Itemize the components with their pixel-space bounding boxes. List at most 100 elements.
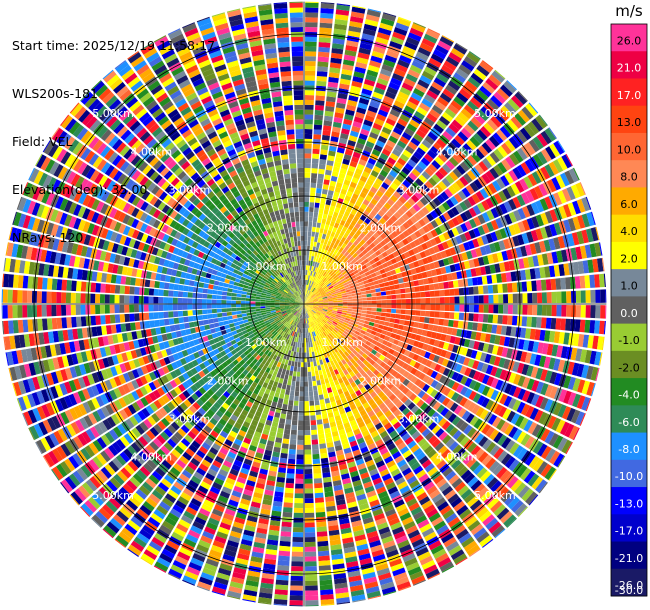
velocity-gate <box>493 447 504 460</box>
velocity-gate <box>286 384 291 391</box>
velocity-gate <box>535 115 548 129</box>
velocity-gate <box>415 347 422 355</box>
velocity-gate <box>449 335 456 344</box>
velocity-gate <box>318 168 325 175</box>
velocity-gate <box>394 235 402 243</box>
velocity-gate <box>304 245 307 251</box>
velocity-gate <box>341 290 347 294</box>
velocity-gate <box>304 435 311 441</box>
velocity-gate <box>410 367 418 376</box>
velocity-gate <box>314 370 319 376</box>
velocity-gate <box>305 294 307 300</box>
velocity-gate <box>335 202 342 209</box>
velocity-gate <box>550 317 557 330</box>
velocity-gate <box>366 69 379 78</box>
velocity-gate <box>395 95 407 105</box>
velocity-gate <box>481 454 493 466</box>
velocity-gate <box>601 257 605 272</box>
velocity-gate <box>397 59 410 69</box>
velocity-gate <box>575 182 585 197</box>
velocity-gate <box>521 106 534 120</box>
velocity-gate <box>373 266 380 273</box>
velocity-gate <box>313 212 319 218</box>
velocity-gate <box>376 365 384 372</box>
velocity-gate <box>317 273 321 279</box>
velocity-gate <box>301 347 304 353</box>
velocity-gate <box>314 482 323 489</box>
velocity-gate <box>414 370 422 378</box>
velocity-gate <box>385 312 391 318</box>
velocity-gate <box>307 285 310 291</box>
velocity-gate <box>436 404 446 414</box>
velocity-gate <box>567 392 577 406</box>
velocity-gate <box>476 276 483 286</box>
velocity-gate <box>310 286 314 292</box>
velocity-gate <box>529 187 539 201</box>
velocity-gate <box>464 220 473 231</box>
velocity-gate <box>304 294 306 300</box>
velocity-gate <box>328 225 334 232</box>
velocity-gate <box>378 27 392 36</box>
velocity-gate <box>361 313 367 317</box>
velocity-gate <box>401 213 410 222</box>
velocity-gate <box>409 241 417 249</box>
velocity-gate <box>445 198 455 209</box>
velocity-gate <box>409 64 423 75</box>
velocity-gate <box>284 487 294 494</box>
velocity-gate <box>457 279 464 288</box>
velocity-gate <box>512 235 520 247</box>
velocity-gate <box>385 210 393 218</box>
velocity-gate <box>364 320 370 325</box>
velocity-gate <box>319 288 324 293</box>
velocity-gate <box>548 330 556 343</box>
velocity-gate <box>435 348 443 356</box>
velocity-gate <box>504 423 514 436</box>
velocity-gate <box>381 251 388 258</box>
velocity-gate <box>285 369 290 376</box>
velocity-gate <box>370 127 381 135</box>
velocity-gate <box>417 259 425 266</box>
velocity-gate <box>425 395 434 405</box>
velocity-gate <box>360 316 366 321</box>
velocity-gate <box>576 395 586 410</box>
velocity-gate <box>403 282 410 288</box>
velocity-gate <box>526 316 533 327</box>
velocity-gate <box>374 213 382 221</box>
velocity-gate <box>321 320 326 325</box>
velocity-gate <box>304 75 316 81</box>
velocity-gate <box>516 130 528 144</box>
velocity-gate <box>432 401 442 411</box>
velocity-gate <box>453 193 463 203</box>
velocity-gate <box>444 296 450 304</box>
velocity-gate <box>408 249 415 257</box>
velocity-gate <box>307 297 312 302</box>
velocity-gate <box>455 394 464 404</box>
velocity-gate <box>374 250 382 257</box>
velocity-gate <box>365 194 373 202</box>
velocity-gate <box>414 191 423 200</box>
velocity-gate <box>521 488 534 502</box>
velocity-gate <box>404 105 416 115</box>
velocity-gate <box>337 197 344 205</box>
velocity-gate <box>566 407 576 422</box>
velocity-gate <box>371 50 385 59</box>
velocity-gate <box>346 217 353 224</box>
velocity-gate <box>505 439 516 452</box>
velocity-gate <box>359 239 366 246</box>
velocity-gate <box>585 365 594 380</box>
velocity-gate <box>388 135 399 144</box>
velocity-gate <box>318 555 330 562</box>
velocity-gate <box>376 308 382 312</box>
velocity-gate <box>405 293 411 299</box>
velocity-gate <box>426 112 438 123</box>
velocity-gate <box>406 256 413 264</box>
velocity-gate <box>296 449 304 455</box>
velocity-gate <box>496 129 508 142</box>
velocity-gate <box>356 242 363 249</box>
velocity-gate <box>387 374 395 382</box>
velocity-gate <box>523 124 536 138</box>
velocity-gate <box>324 224 330 230</box>
velocity-gate <box>372 182 381 190</box>
velocity-gate <box>359 191 367 199</box>
velocity-gate <box>379 104 391 113</box>
